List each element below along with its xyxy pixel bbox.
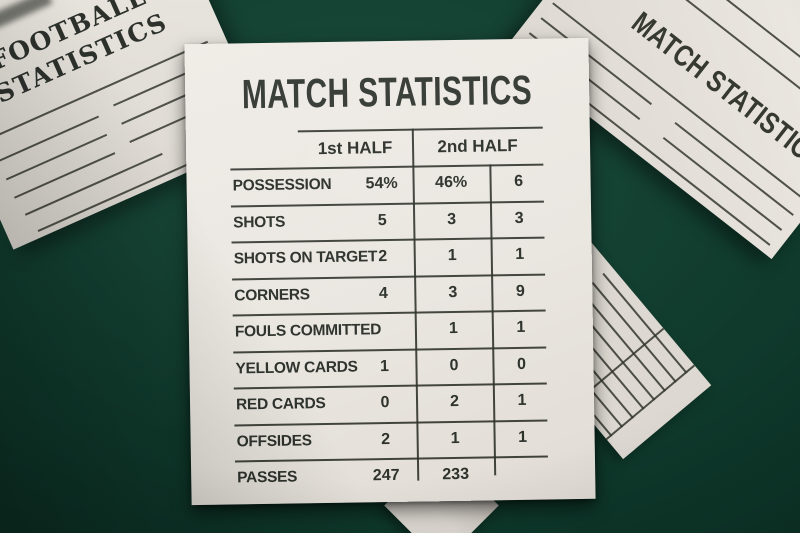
row-value: 2 xyxy=(449,392,460,411)
column-header-first-half: 1st HALF xyxy=(317,137,393,159)
row-value: 2 xyxy=(378,248,388,266)
table-row: CORNERS 4 3 9 xyxy=(188,272,593,314)
table-row: POSSESSION 54% 46% 6 xyxy=(186,163,591,205)
ruled-line xyxy=(662,136,783,231)
ruled-line xyxy=(14,152,116,199)
match-statistics-sheet: MATCH STATISTICS 1st HALF 2nd HALF POSSE… xyxy=(184,37,596,506)
grid-line xyxy=(592,281,677,383)
row-label: FOULS COMMITTED xyxy=(234,321,382,341)
row-value: 1 xyxy=(448,319,458,338)
row-value: 5 xyxy=(377,211,387,229)
row-value: 1 xyxy=(518,428,528,446)
table-row: YELLOW CARDS 1 0 0 xyxy=(189,345,594,387)
row-value: 3 xyxy=(448,283,458,301)
row-value: 54% xyxy=(365,174,398,193)
row-value: 3 xyxy=(514,209,524,227)
row-value: 0 xyxy=(449,356,459,374)
row-value: 1 xyxy=(517,391,527,410)
row-value: 1 xyxy=(516,318,526,337)
grid-line xyxy=(581,290,667,392)
table-row: PASSES 247 233 xyxy=(191,455,596,497)
table-row: OFFSIDES 2 1 1 xyxy=(190,418,595,460)
ruled-line xyxy=(0,115,100,163)
row-value: 1 xyxy=(515,245,525,264)
row-value: 2 xyxy=(381,430,391,448)
page-title: MATCH STATISTICS xyxy=(241,66,533,118)
grid-line xyxy=(602,272,688,374)
row-value: 1 xyxy=(379,357,390,375)
row-value: 9 xyxy=(515,282,525,300)
row-value: 4 xyxy=(378,284,388,302)
row-value xyxy=(494,455,552,456)
table-row: RED CARDS 0 2 1 xyxy=(190,382,595,424)
row-value: 1 xyxy=(447,246,457,265)
ruled-line xyxy=(5,133,108,181)
row-value: 0 xyxy=(380,394,390,412)
row-value: 6 xyxy=(514,172,524,191)
row-value: 1 xyxy=(450,429,460,447)
column-header-second-half: 2nd HALF xyxy=(437,135,518,157)
row-value: 233 xyxy=(442,465,470,484)
row-value: 247 xyxy=(372,466,400,485)
row-value: 0 xyxy=(516,355,527,373)
row-value: 3 xyxy=(447,210,457,228)
row-value: 46% xyxy=(434,173,468,192)
table-row: SHOTS 5 3 3 xyxy=(187,199,592,241)
table-row: SHOTS ON TARGET 2 1 1 xyxy=(188,236,593,278)
table-row: FOULS COMMITTED 1 1 xyxy=(189,309,594,351)
